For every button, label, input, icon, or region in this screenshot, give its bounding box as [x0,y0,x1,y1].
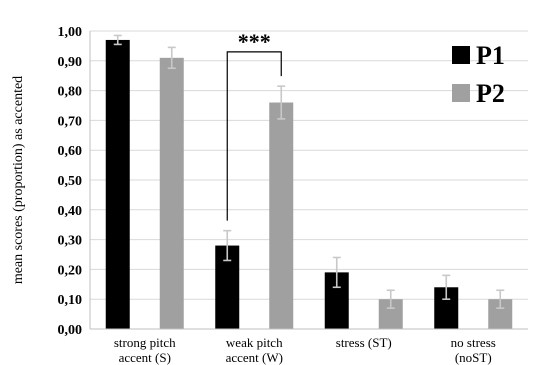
y-tick-label: 0,40 [58,204,83,219]
x-tick-label: no stress (noST) [451,335,496,365]
y-tick-label: 0,60 [58,144,83,159]
significance-label: *** [238,29,271,54]
y-axis-label: mean scores (proportion) as accented [11,76,26,284]
legend-label-p2: P2 [476,79,505,108]
y-tick-label: 0,70 [58,114,83,129]
bars [105,39,513,330]
y-tick-label: 0,20 [58,263,83,278]
error-bar [386,289,395,309]
y-tick-label: 0,90 [58,55,83,70]
y-tick-labels: 0,00 0,10 0,20 0,30 0,40 0,50 0,60 0,70 0,80 0,90… [58,25,83,338]
y-tick-label: 0,10 [58,293,83,308]
legend-label-p1: P1 [476,41,505,70]
bar-p2 [159,57,184,329]
gridlines [90,30,528,330]
significance-annotation: *** [226,29,282,221]
y-tick-label: 0,80 [58,85,83,100]
y-tick-label: 0,50 [58,174,83,189]
x-tick-label: strong pitch accent (S) [114,335,176,365]
error-bar [167,46,176,70]
significance-bracket [226,51,282,221]
x-tick-label: weak pitch accent (W) [226,335,284,365]
x-tick-labels: strong pitch accent (S) weak pitch accent (… [114,335,496,365]
y-tick-label: 0,00 [58,323,83,338]
error-bars [113,34,505,309]
error-bar [332,256,341,289]
error-bar [113,34,122,46]
y-tick-label: 0,30 [58,234,83,249]
bar-p2 [269,102,294,330]
legend-swatch-p2 [452,84,470,102]
x-tick-label: stress (ST) [336,335,392,350]
error-bar [223,229,232,262]
error-bar [442,274,451,301]
bar-p1 [105,39,130,329]
y-tick-label: 1,00 [58,25,83,40]
legend-swatch-p1 [452,46,470,64]
error-bar [496,289,505,309]
axes [89,31,528,330]
error-bar [277,85,286,120]
